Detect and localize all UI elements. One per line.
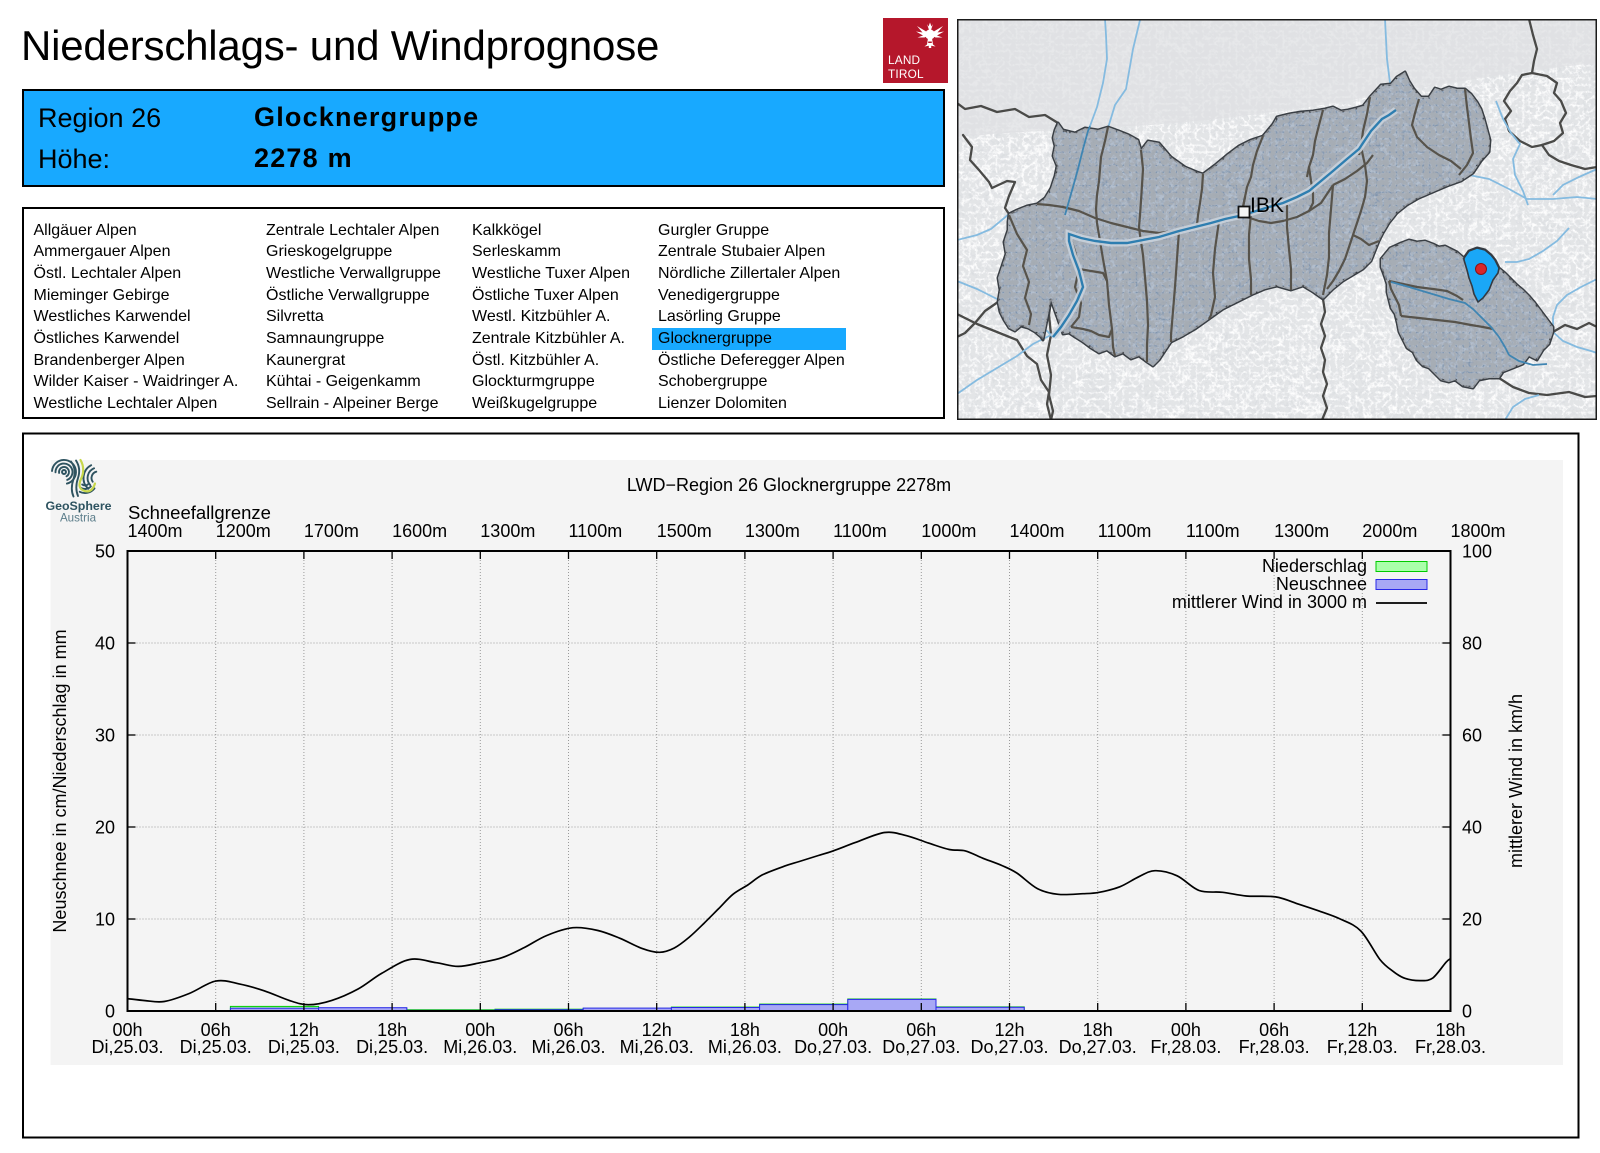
svg-text:Neuschnee in cm/Niederschlag i: Neuschnee in cm/Niederschlag in mm xyxy=(50,629,70,932)
svg-text:1200m: 1200m xyxy=(216,521,271,541)
svg-text:30: 30 xyxy=(95,726,115,746)
svg-text:1700m: 1700m xyxy=(304,521,359,541)
svg-text:50: 50 xyxy=(95,542,115,562)
svg-text:2000m: 2000m xyxy=(1362,521,1417,541)
svg-text:Fr,28.03.: Fr,28.03. xyxy=(1327,1037,1398,1057)
svg-text:12h: 12h xyxy=(642,1020,672,1040)
svg-text:40: 40 xyxy=(95,634,115,654)
svg-text:Do,27.03.: Do,27.03. xyxy=(970,1037,1048,1057)
svg-text:1500m: 1500m xyxy=(657,521,712,541)
svg-text:Mi,26.03.: Mi,26.03. xyxy=(443,1037,517,1057)
svg-text:20: 20 xyxy=(95,818,115,838)
svg-text:Do,27.03.: Do,27.03. xyxy=(794,1037,872,1057)
svg-text:mittlerer Wind in km/h: mittlerer Wind in km/h xyxy=(1506,694,1526,868)
svg-text:1100m: 1100m xyxy=(569,521,623,541)
svg-text:1300m: 1300m xyxy=(480,521,535,541)
svg-text:1000m: 1000m xyxy=(921,521,976,541)
svg-text:1400m: 1400m xyxy=(1010,521,1065,541)
svg-text:Do,27.03.: Do,27.03. xyxy=(1059,1037,1137,1057)
svg-text:1400m: 1400m xyxy=(128,521,183,541)
svg-text:mittlerer Wind in 3000 m: mittlerer Wind in 3000 m xyxy=(1172,592,1367,612)
svg-text:1100m: 1100m xyxy=(1098,521,1152,541)
svg-text:18h: 18h xyxy=(1435,1020,1465,1040)
svg-text:IBK: IBK xyxy=(1250,194,1284,217)
svg-text:12h: 12h xyxy=(1347,1020,1377,1040)
svg-text:Di,25.03.: Di,25.03. xyxy=(268,1037,340,1057)
svg-text:Austria: Austria xyxy=(60,512,97,525)
svg-text:LWD−Region 26 Glocknergruppe 2: LWD−Region 26 Glocknergruppe 2278m xyxy=(627,475,951,495)
svg-text:Di,25.03.: Di,25.03. xyxy=(91,1037,163,1057)
svg-text:0: 0 xyxy=(1462,1002,1472,1022)
svg-text:100: 100 xyxy=(1462,542,1492,562)
svg-text:06h: 06h xyxy=(553,1020,583,1040)
svg-text:Di,25.03.: Di,25.03. xyxy=(356,1037,428,1057)
svg-text:40: 40 xyxy=(1462,818,1482,838)
svg-text:Di,25.03.: Di,25.03. xyxy=(180,1037,252,1057)
svg-text:1100m: 1100m xyxy=(833,521,887,541)
svg-text:06h: 06h xyxy=(201,1020,231,1040)
svg-text:Fr,28.03.: Fr,28.03. xyxy=(1150,1037,1221,1057)
svg-text:00h: 00h xyxy=(112,1020,142,1040)
svg-text:Fr,28.03.: Fr,28.03. xyxy=(1415,1037,1486,1057)
svg-text:1600m: 1600m xyxy=(392,521,447,541)
svg-text:00h: 00h xyxy=(1171,1020,1201,1040)
svg-text:18h: 18h xyxy=(1083,1020,1113,1040)
svg-text:1800m: 1800m xyxy=(1451,521,1506,541)
svg-text:00h: 00h xyxy=(465,1020,495,1040)
svg-text:Niederschlag: Niederschlag xyxy=(1262,556,1367,576)
svg-text:1300m: 1300m xyxy=(745,521,800,541)
svg-text:1300m: 1300m xyxy=(1274,521,1329,541)
svg-text:1100m: 1100m xyxy=(1186,521,1240,541)
svg-text:00h: 00h xyxy=(818,1020,848,1040)
svg-text:Schneefallgrenze: Schneefallgrenze xyxy=(128,502,271,523)
svg-text:Mi,26.03.: Mi,26.03. xyxy=(620,1037,694,1057)
svg-text:20: 20 xyxy=(1462,910,1482,930)
svg-text:Neuschnee: Neuschnee xyxy=(1276,574,1367,594)
svg-text:GeoSphere: GeoSphere xyxy=(45,499,111,513)
svg-text:Fr,28.03.: Fr,28.03. xyxy=(1239,1037,1310,1057)
svg-text:0: 0 xyxy=(105,1002,115,1022)
svg-text:06h: 06h xyxy=(906,1020,936,1040)
svg-text:18h: 18h xyxy=(377,1020,407,1040)
svg-text:60: 60 xyxy=(1462,726,1482,746)
svg-text:18h: 18h xyxy=(730,1020,760,1040)
svg-text:Do,27.03.: Do,27.03. xyxy=(882,1037,960,1057)
svg-text:12h: 12h xyxy=(289,1020,319,1040)
svg-text:12h: 12h xyxy=(994,1020,1024,1040)
svg-text:06h: 06h xyxy=(1259,1020,1289,1040)
svg-text:Mi,26.03.: Mi,26.03. xyxy=(531,1037,605,1057)
svg-text:Mi,26.03.: Mi,26.03. xyxy=(708,1037,782,1057)
svg-text:10: 10 xyxy=(95,910,115,930)
svg-text:80: 80 xyxy=(1462,634,1482,654)
